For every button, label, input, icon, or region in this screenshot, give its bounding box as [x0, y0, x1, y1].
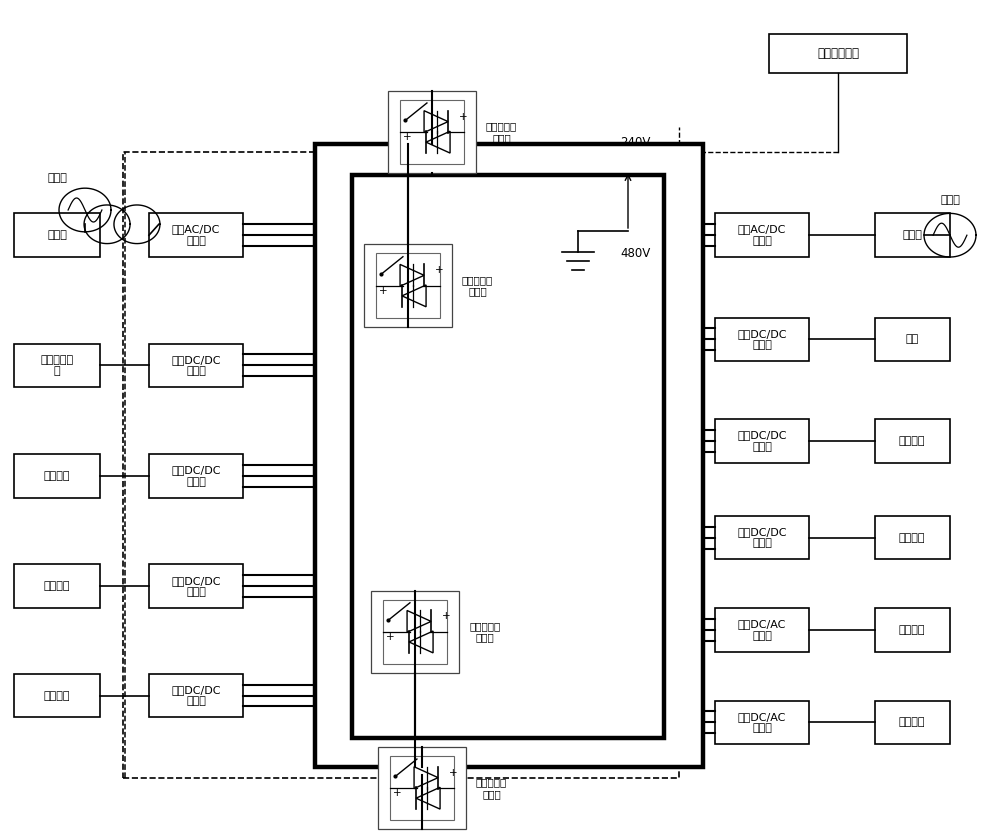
Bar: [371, 591, 459, 673]
Bar: [14, 454, 100, 498]
Text: 交流负载: 交流负载: [899, 625, 925, 635]
Bar: [149, 674, 243, 717]
Text: 单向DC/DC
变换器: 单向DC/DC 变换器: [737, 430, 787, 452]
Text: 光伏: 光伏: [905, 334, 919, 344]
Bar: [378, 747, 466, 829]
Text: 单向DC/DC
变换器: 单向DC/DC 变换器: [171, 354, 221, 376]
Text: 480V: 480V: [620, 247, 650, 260]
Text: 交流负载: 交流负载: [899, 717, 925, 727]
Text: 直流负载: 直流负载: [44, 690, 70, 701]
Text: +: +: [435, 265, 443, 276]
Text: +: +: [379, 286, 387, 296]
Bar: [149, 454, 243, 498]
Text: 内燃机: 内燃机: [47, 173, 67, 183]
Text: 光伏发电系
统: 光伏发电系 统: [40, 354, 74, 376]
Text: 内燃机: 内燃机: [940, 195, 960, 205]
Bar: [715, 516, 809, 559]
Text: 双向DC/DC
变换器: 双向DC/DC 变换器: [171, 465, 221, 487]
Bar: [123, 152, 679, 778]
Bar: [352, 175, 664, 738]
Text: 直流负载: 直流负载: [899, 533, 925, 543]
Text: 单向DC/DC
变换器: 单向DC/DC 变换器: [737, 527, 787, 549]
Bar: [715, 213, 809, 257]
Bar: [149, 213, 243, 257]
Text: 混合式限流
断路器: 混合式限流 断路器: [476, 777, 507, 799]
Text: 双向AC/DC
变换器: 双向AC/DC 变换器: [172, 224, 220, 246]
Text: 内燃机: 内燃机: [902, 230, 922, 240]
Bar: [874, 419, 950, 463]
Text: 混合式限流
断路器: 混合式限流 断路器: [469, 621, 500, 643]
Text: 能量管理系统: 能量管理系统: [817, 47, 859, 60]
Bar: [715, 318, 809, 361]
Bar: [388, 91, 476, 173]
Bar: [874, 318, 950, 361]
Text: 混合式限流
断路器: 混合式限流 断路器: [486, 121, 517, 143]
Bar: [376, 254, 440, 318]
Bar: [149, 564, 243, 608]
Bar: [14, 564, 100, 608]
Text: 内燃机: 内燃机: [47, 230, 67, 240]
Text: +: +: [442, 612, 450, 622]
Text: 单向DC/DC
变换器: 单向DC/DC 变换器: [737, 328, 787, 350]
Text: 直流负载: 直流负载: [44, 581, 70, 591]
Bar: [874, 213, 950, 257]
Bar: [715, 608, 809, 652]
Text: +: +: [393, 788, 401, 798]
Text: +: +: [449, 768, 457, 778]
Text: 单向DC/DC
变换器: 单向DC/DC 变换器: [171, 685, 221, 706]
Bar: [715, 419, 809, 463]
Text: +: +: [459, 112, 467, 122]
Text: 直流负载: 直流负载: [899, 436, 925, 446]
Bar: [390, 756, 454, 820]
Bar: [715, 701, 809, 744]
Text: 混合式限流
断路器: 混合式限流 断路器: [462, 275, 493, 297]
Text: +: +: [403, 132, 411, 142]
Bar: [364, 244, 452, 327]
Bar: [14, 344, 100, 387]
Text: 240V: 240V: [620, 136, 650, 150]
Bar: [874, 701, 950, 744]
Bar: [874, 516, 950, 559]
Text: 单向DC/DC
变换器: 单向DC/DC 变换器: [171, 575, 221, 597]
Bar: [149, 344, 243, 387]
Text: +: +: [386, 632, 394, 642]
Bar: [769, 34, 907, 73]
Bar: [383, 600, 447, 664]
Text: 单相DC/AC
变换器: 单相DC/AC 变换器: [738, 711, 786, 733]
Bar: [874, 608, 950, 652]
Text: 三相DC/AC
变换器: 三相DC/AC 变换器: [738, 619, 786, 641]
Bar: [14, 674, 100, 717]
Bar: [14, 213, 100, 257]
Bar: [315, 144, 703, 767]
Text: 单向AC/DC
变换器: 单向AC/DC 变换器: [738, 224, 786, 246]
Bar: [400, 100, 464, 164]
Text: 储能电源: 储能电源: [44, 471, 70, 481]
